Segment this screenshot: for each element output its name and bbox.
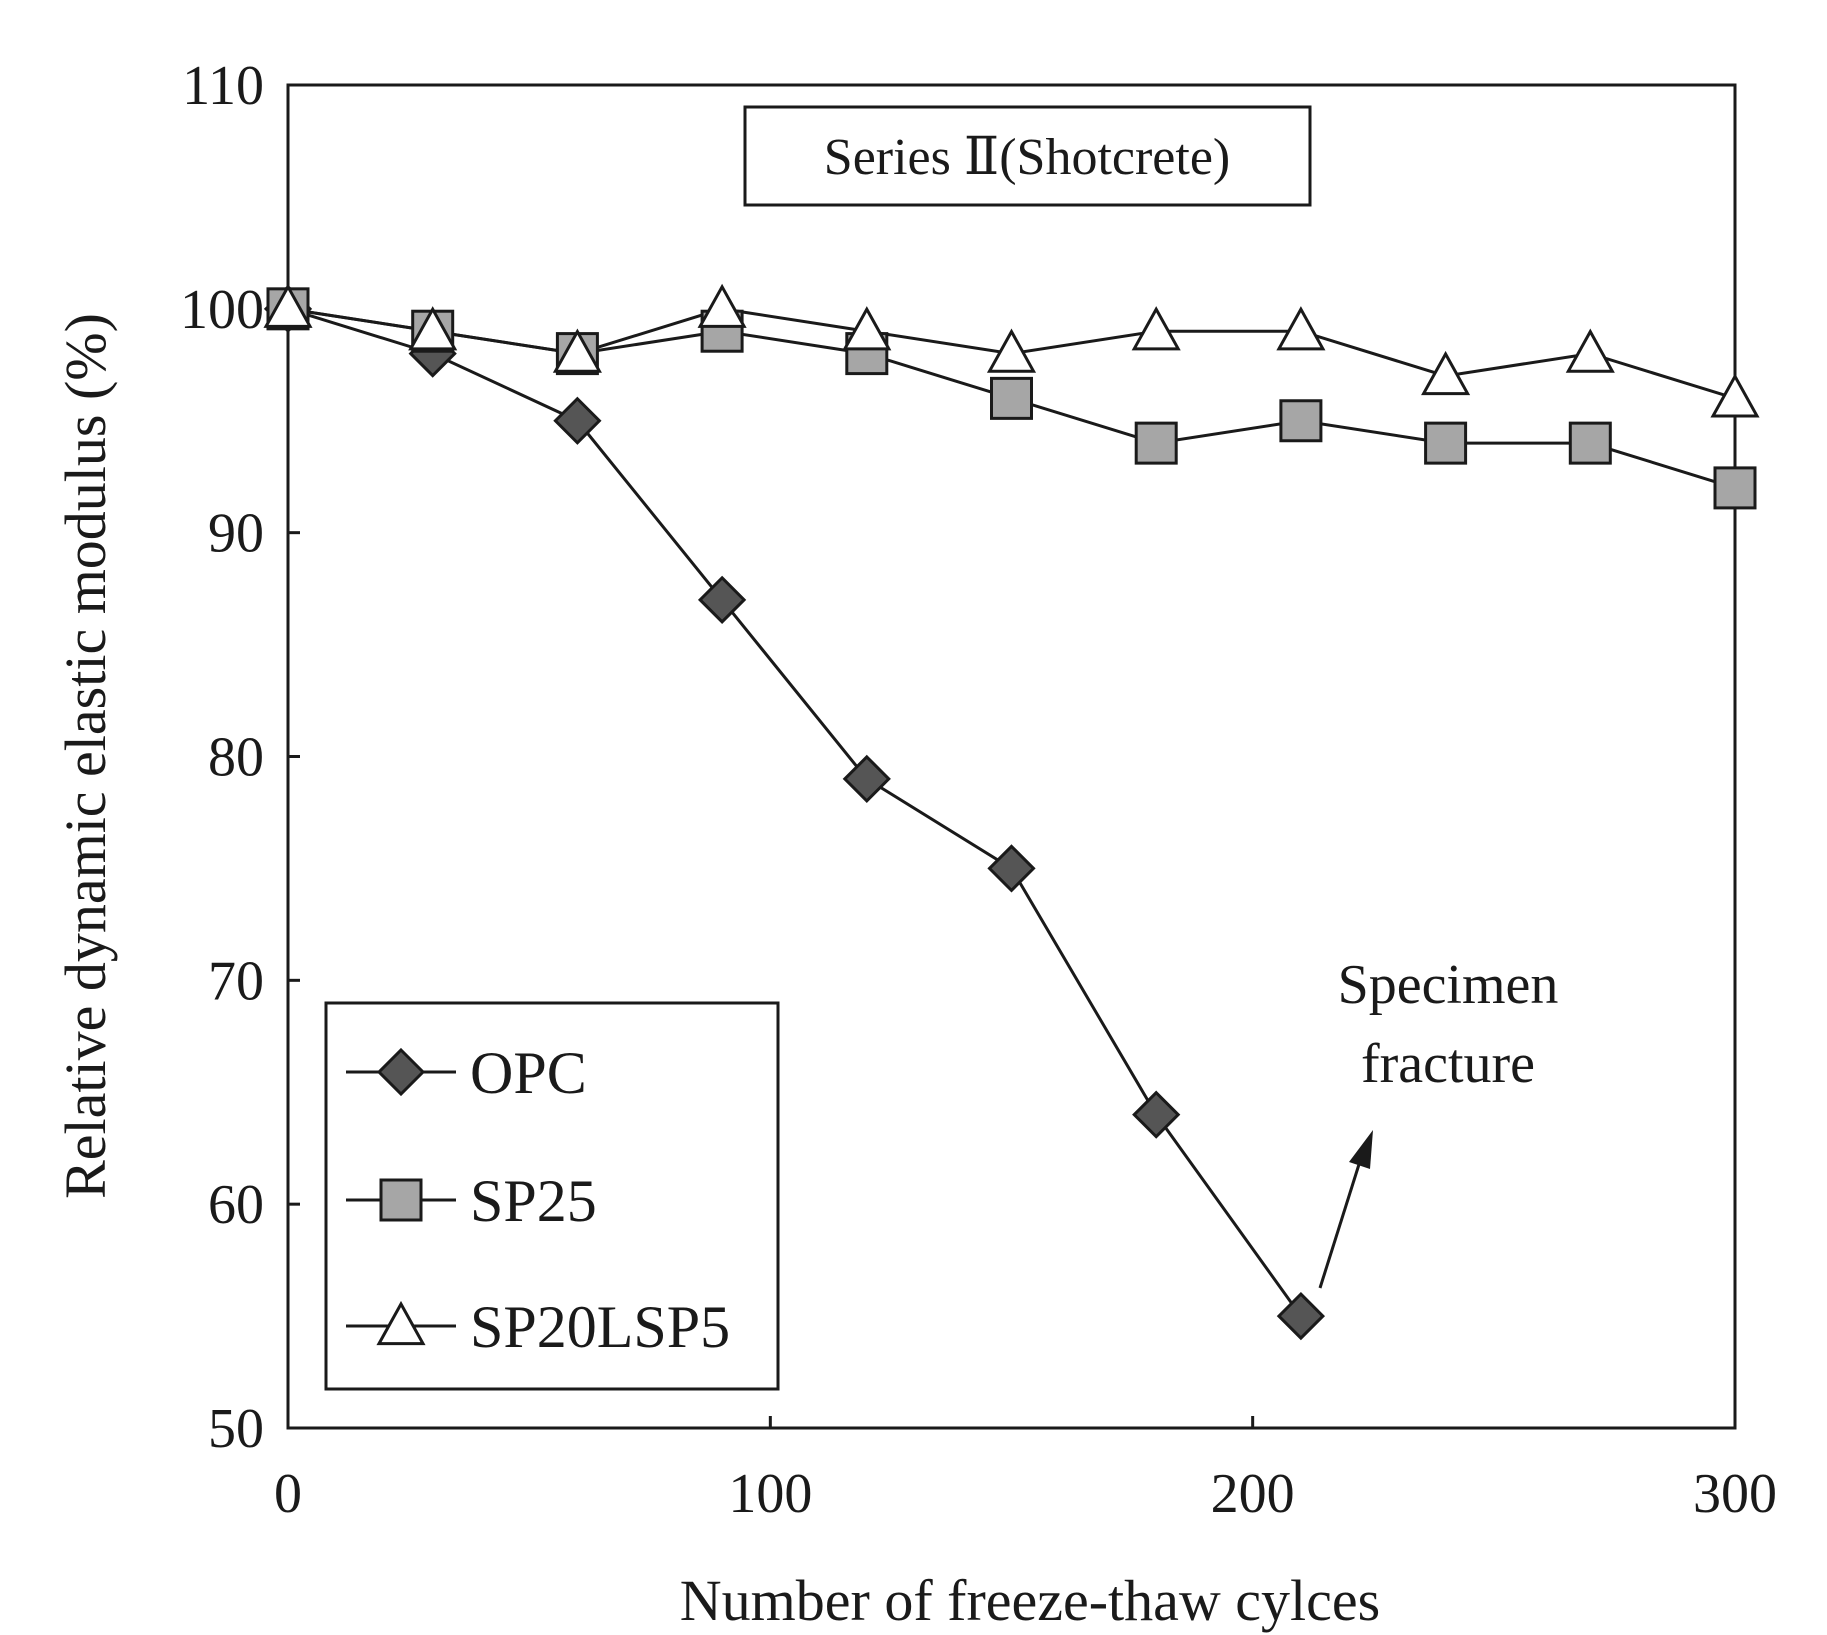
point-opc-180: [1132, 1090, 1181, 1139]
point-sp25-210: [1279, 399, 1323, 443]
annotation-line-2: fracture: [1361, 1033, 1535, 1095]
point-sp25-180: [1134, 421, 1178, 465]
annotation-arrow-head: [1349, 1130, 1373, 1169]
annotation-arrow-shaft: [1318, 1157, 1363, 1289]
y-axis-title: Relative dynamic elastic modulus (%): [53, 313, 118, 1199]
legend-label-opc: OPC: [470, 1040, 587, 1106]
point-sp25-270: [1568, 421, 1612, 465]
point-opc-210: [1276, 1291, 1326, 1341]
x-tick-label-300: 300: [1693, 1463, 1777, 1525]
point-opc-120: [842, 754, 891, 804]
point-sp20lsp5-30: [408, 306, 458, 351]
fracture-annotation: Specimen fracture: [1318, 954, 1559, 1289]
series-line-opc: [287, 307, 1303, 1317]
title-box: [743, 105, 1312, 207]
point-opc-60: [553, 396, 602, 445]
y-tick-label-110: 110: [182, 55, 264, 117]
y-tick-label-50: 50: [208, 1398, 264, 1460]
point-opc-90: [697, 575, 747, 624]
legend-marker-opc: [376, 1047, 426, 1097]
point-sp20lsp5-0: [263, 283, 313, 328]
point-sp20lsp5-90: [697, 283, 747, 328]
point-sp20lsp5-150: [986, 328, 1037, 373]
chart-title: Series Ⅱ(Shotcrete): [824, 129, 1230, 186]
x-tick-label-200: 200: [1211, 1463, 1295, 1525]
legend-marker-sp20lsp5: [376, 1300, 426, 1346]
y-tick-label-90: 90: [208, 503, 264, 565]
y-tick-label-70: 70: [208, 950, 264, 1012]
x-axis-title: Number of freeze-thaw cylces: [680, 1568, 1380, 1633]
point-sp20lsp5-240: [1421, 350, 1471, 396]
point-sp25-300: [1713, 466, 1757, 510]
point-sp20lsp5-120: [842, 306, 892, 351]
point-opc-150: [987, 844, 1036, 893]
x-tick-label-0: 0: [274, 1463, 302, 1525]
point-sp20lsp5-270: [1565, 328, 1615, 373]
point-sp25-240: [1424, 421, 1468, 465]
y-tick-label-80: 80: [208, 727, 264, 789]
point-sp20lsp5-300: [1710, 373, 1760, 418]
legend-label-sp20lsp5: SP20LSP5: [470, 1294, 730, 1360]
legend-label-sp25: SP25: [470, 1168, 597, 1234]
point-sp20lsp5-180: [1131, 306, 1181, 351]
annotation-line-1: Specimen: [1338, 954, 1559, 1016]
legend: OPC SP25 SP20LSP5: [324, 1001, 780, 1391]
point-sp20lsp5-210: [1276, 306, 1326, 351]
point-sp20lsp5-60: [552, 328, 602, 373]
x-tick-label-100: 100: [728, 1463, 812, 1525]
y-tick-label-100: 100: [180, 279, 264, 341]
point-sp25-150: [990, 376, 1033, 420]
legend-marker-sp25: [379, 1178, 423, 1222]
y-tick-label-60: 60: [208, 1174, 264, 1236]
